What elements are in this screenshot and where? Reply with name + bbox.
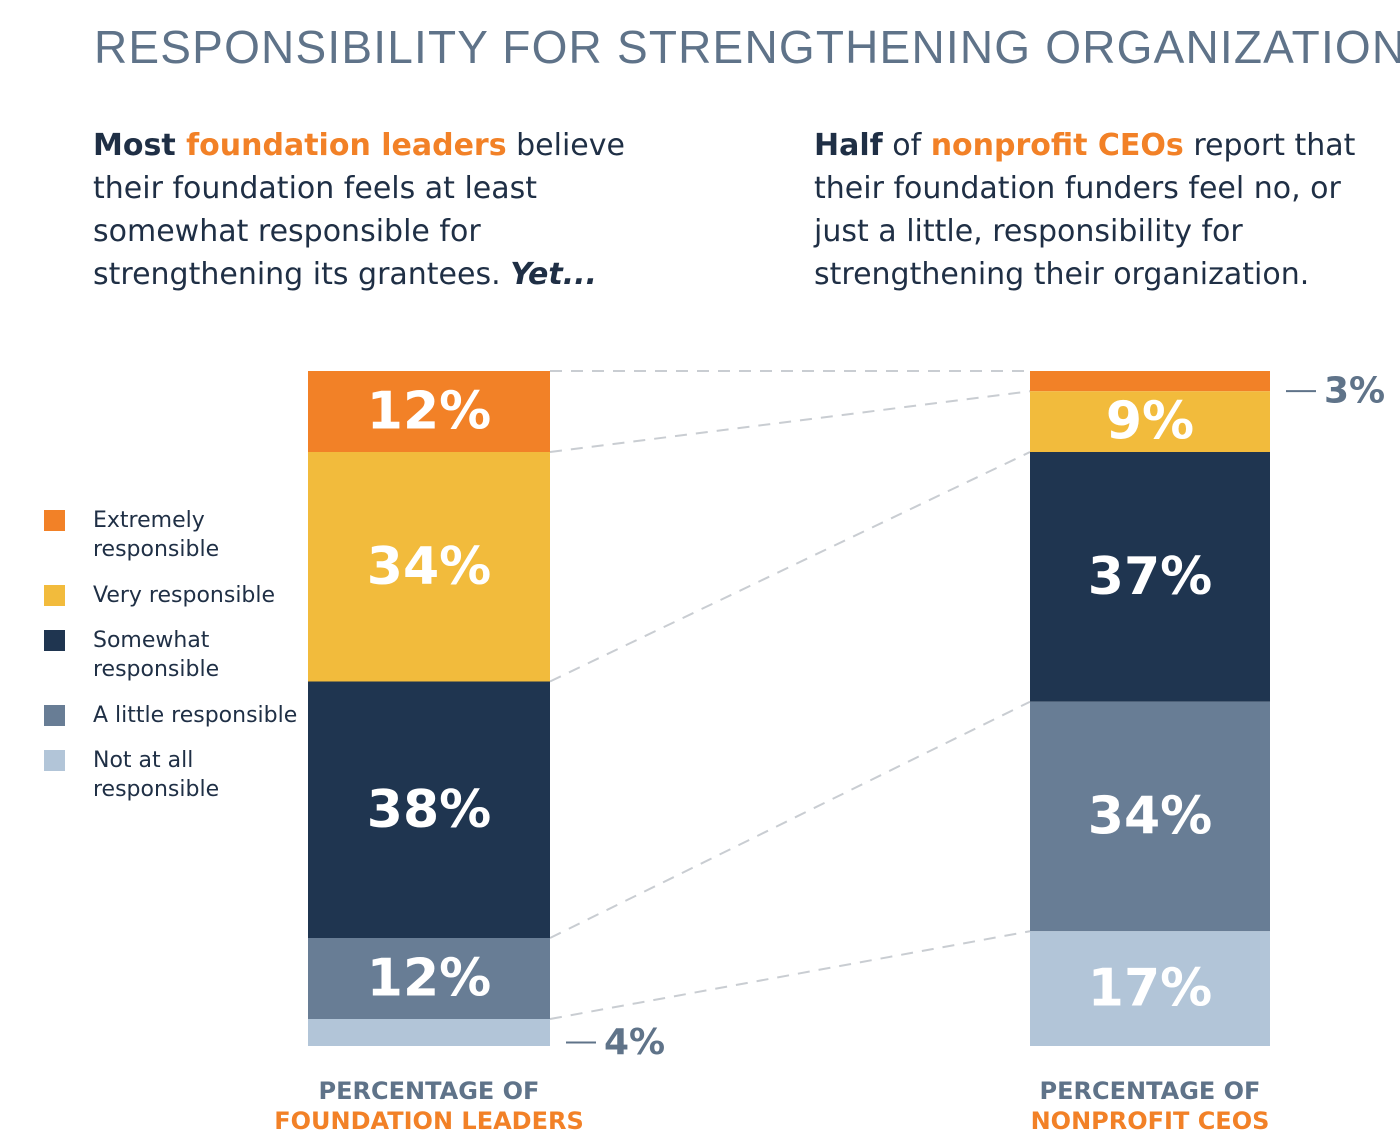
- x-caption-nonprofit-ceos: PERCENTAGE OF NONPROFIT CEOS: [980, 1076, 1320, 1136]
- data-label-nonprofit-ceos-2: 9%: [1106, 392, 1194, 452]
- data-label-foundation-leaders-4: 12%: [367, 949, 491, 1009]
- x-caption-line2: NONPROFIT CEOS: [980, 1106, 1320, 1136]
- x-caption-line1: PERCENTAGE OF: [259, 1076, 599, 1106]
- x-caption-line1: PERCENTAGE OF: [980, 1076, 1320, 1106]
- data-label-foundation-leaders-2: 34%: [367, 537, 491, 597]
- data-label-foundation-leaders-3: 38%: [367, 780, 491, 840]
- bar-foundation-leaders-not-at-all-responsible: [308, 1019, 550, 1046]
- data-label-nonprofit-ceos-5: 17%: [1088, 959, 1212, 1019]
- data-label-foundation-leaders-5: 4%: [604, 1022, 665, 1063]
- data-label-nonprofit-ceos-4: 34%: [1088, 787, 1212, 847]
- x-caption-foundation-leaders: PERCENTAGE OF FOUNDATION LEADERS: [259, 1076, 599, 1136]
- data-label-nonprofit-ceos-3: 37%: [1088, 547, 1212, 607]
- connector-line: [550, 931, 1030, 1019]
- connector-line: [550, 702, 1030, 938]
- connector-line: [550, 391, 1030, 452]
- connector-line: [550, 452, 1030, 682]
- data-label-foundation-leaders-1: 12%: [367, 382, 491, 442]
- stacked-bar-chart: 12% 34% 38% 12% 4% 3% 9% 37% 34% 17%: [0, 0, 1400, 1147]
- data-label-nonprofit-ceos-1: 3%: [1324, 371, 1385, 412]
- x-caption-line2: FOUNDATION LEADERS: [259, 1106, 599, 1136]
- bar-nonprofit-ceos-extremely-responsible: [1030, 371, 1270, 391]
